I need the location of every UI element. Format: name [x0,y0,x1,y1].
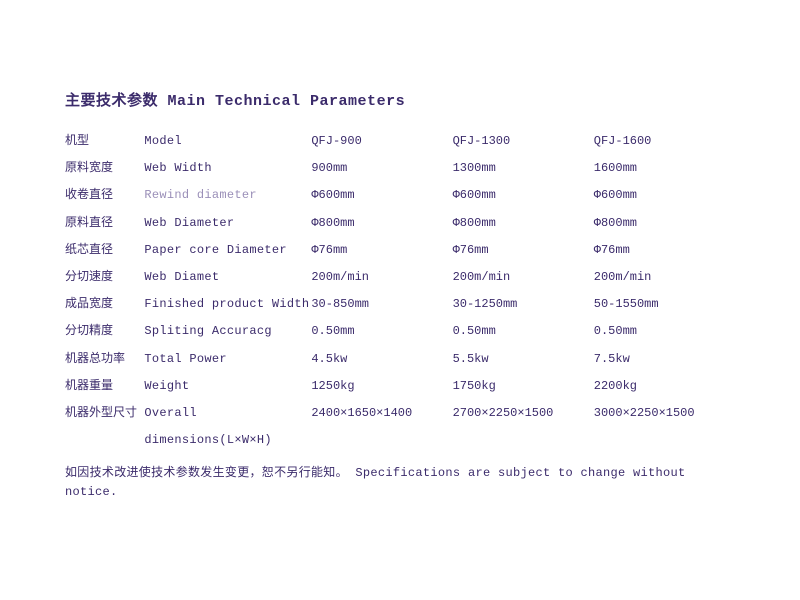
row-label-en: Total Power [144,346,311,373]
footnote-cn: 如因技术改进使技术参数发生变更，恕不另行能知。 [65,466,348,480]
row-label-en: Overall [144,400,311,427]
row-value-1: Φ600mm [311,182,452,209]
row-value-1: 4.5kw [311,346,452,373]
footnote: 如因技术改进使技术参数发生变更，恕不另行能知。 Specifications a… [65,464,735,502]
table-header: 机型 Model QFJ-900 QFJ-1300 QFJ-1600 [65,128,735,155]
row-value-2: 0.50mm [453,318,594,345]
page-title: 主要技术参数 Main Technical Parameters [65,90,735,114]
header-model2: QFJ-1300 [453,128,594,155]
row-value-3: 0.50mm [594,318,735,345]
header-cn: 机型 [65,128,144,155]
row-value-3: 3000×2250×1500 [594,400,735,427]
row-label-cn: 分切精度 [65,318,144,345]
row-value-3: 1600mm [594,155,735,182]
row-label-en: Web Width [144,155,311,182]
table-row: 机器重量Weight1250kg1750kg2200kg [65,373,735,400]
table-row: 机器总功率Total Power4.5kw5.5kw7.5kw [65,346,735,373]
row-label-cn: 机器重量 [65,373,144,400]
cell-dimensions-sub: dimensions(L×W×H) [144,427,311,454]
row-value-2: 1300mm [453,155,594,182]
row-label-cn: 原料直径 [65,210,144,237]
row-label-en: Web Diameter [144,210,311,237]
row-value-3: Φ600mm [594,182,735,209]
row-label-en: Web Diamet [144,264,311,291]
row-value-3: 2200kg [594,373,735,400]
table-row: 成品宽度Finished product Width30-850mm30-125… [65,291,735,318]
row-value-3: 50-1550mm [594,291,735,318]
table-row: 原料宽度Web Width900mm1300mm1600mm [65,155,735,182]
table-row: 纸芯直径Paper core DiameterΦ76mmΦ76mmΦ76mm [65,237,735,264]
table-row: 分切速度Web Diamet200m/min200m/min200m/min [65,264,735,291]
cell-blank [65,427,144,454]
row-value-1: Φ76mm [311,237,452,264]
row-value-3: 200m/min [594,264,735,291]
row-label-en: Weight [144,373,311,400]
row-value-2: 200m/min [453,264,594,291]
row-value-1: 2400×1650×1400 [311,400,452,427]
title-en: Main Technical Parameters [168,93,406,110]
row-value-2: 2700×2250×1500 [453,400,594,427]
row-label-en: Finished product Width [144,291,311,318]
row-label-cn: 机器总功率 [65,346,144,373]
row-value-1: 1250kg [311,373,452,400]
row-value-2: 30-1250mm [453,291,594,318]
row-value-2: 5.5kw [453,346,594,373]
header-model3: QFJ-1600 [594,128,735,155]
header-model1: QFJ-900 [311,128,452,155]
row-value-1: Φ800mm [311,210,452,237]
row-value-1: 0.50mm [311,318,452,345]
row-value-2: Φ76mm [453,237,594,264]
row-label-cn: 原料宽度 [65,155,144,182]
row-value-1: 200m/min [311,264,452,291]
row-label-cn: 成品宽度 [65,291,144,318]
table-row: 分切精度Spliting Accuracg0.50mm0.50mm0.50mm [65,318,735,345]
row-value-1: 900mm [311,155,452,182]
row-label-cn: 机器外型尺寸 [65,400,144,427]
table-row: 原料直径Web DiameterΦ800mmΦ800mmΦ800mm [65,210,735,237]
row-label-cn: 分切速度 [65,264,144,291]
table-row: 机器外型尺寸Overall2400×1650×14002700×2250×150… [65,400,735,427]
parameters-table: 机型 Model QFJ-900 QFJ-1300 QFJ-1600 原料宽度W… [65,128,735,454]
table-row-dimensions-sub: dimensions(L×W×H) [65,427,735,454]
row-value-2: Φ800mm [453,210,594,237]
row-value-2: 1750kg [453,373,594,400]
row-label-en: Paper core Diameter [144,237,311,264]
title-cn: 主要技术参数 [65,93,158,110]
row-label-en: Spliting Accuracg [144,318,311,345]
row-label-cn: 纸芯直径 [65,237,144,264]
row-label-en: Rewind diameter [144,182,311,209]
header-en: Model [144,128,311,155]
spec-sheet: 主要技术参数 Main Technical Parameters 机型 Mode… [0,0,800,503]
table-row: 收卷直径Rewind diameterΦ600mmΦ600mmΦ600mm [65,182,735,209]
row-value-3: 7.5kw [594,346,735,373]
row-value-2: Φ600mm [453,182,594,209]
row-value-1: 30-850mm [311,291,452,318]
row-label-cn: 收卷直径 [65,182,144,209]
row-value-3: Φ800mm [594,210,735,237]
row-value-3: Φ76mm [594,237,735,264]
